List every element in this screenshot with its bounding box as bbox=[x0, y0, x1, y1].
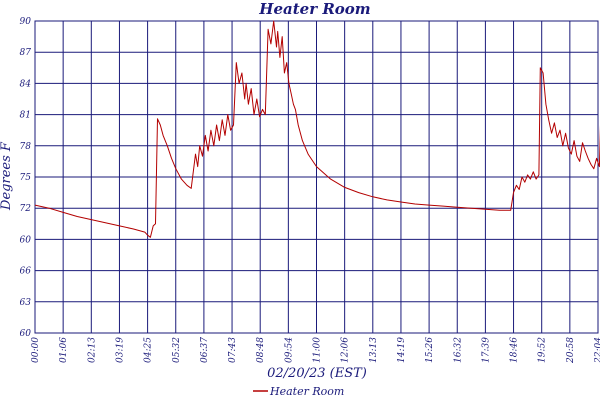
y-tick-label: 60 bbox=[20, 235, 32, 245]
x-tick-label: 17:39 bbox=[481, 337, 491, 363]
x-tick-label: 04:25 bbox=[144, 337, 154, 363]
y-tick-label: 87 bbox=[20, 48, 32, 58]
y-axis-ticks: 60 63 66 60 72 75 78 81 84 87 90 bbox=[20, 17, 32, 339]
x-tick-label: 06:37 bbox=[200, 337, 210, 363]
x-axis-title: 02/20/23 (EST) bbox=[267, 366, 367, 381]
y-tick-label: 60 bbox=[20, 329, 32, 339]
x-tick-label: 00:00 bbox=[31, 337, 41, 363]
x-tick-label: 20:58 bbox=[566, 337, 576, 364]
grid-lines bbox=[34, 20, 599, 334]
y-tick-label: 72 bbox=[20, 204, 32, 214]
x-tick-label: 03:19 bbox=[115, 337, 125, 363]
x-tick-label: 02:13 bbox=[87, 337, 97, 363]
y-tick-label: 63 bbox=[20, 298, 32, 308]
y-tick-label: 78 bbox=[20, 142, 32, 152]
series-line bbox=[34, 20, 600, 238]
x-tick-label: 08:48 bbox=[256, 337, 266, 363]
x-tick-label: 01:06 bbox=[59, 337, 69, 363]
x-tick-label: 11:00 bbox=[313, 337, 323, 363]
x-tick-label: 09:54 bbox=[284, 337, 294, 363]
y-tick-label: 81 bbox=[20, 111, 31, 121]
y-tick-label: 90 bbox=[20, 17, 32, 27]
chart-title: Heater Room bbox=[258, 0, 370, 18]
y-tick-label: 84 bbox=[20, 79, 32, 89]
x-tick-label: 18:46 bbox=[510, 337, 520, 363]
y-axis-title: Degrees F bbox=[0, 141, 14, 211]
x-tick-label: 07:43 bbox=[228, 337, 238, 363]
legend-label: Heater Room bbox=[269, 385, 344, 398]
x-tick-label: 13:13 bbox=[369, 337, 379, 363]
x-tick-label: 14:19 bbox=[397, 337, 407, 363]
x-tick-label: 12:06 bbox=[341, 337, 351, 363]
x-axis-ticks: 00:00 01:06 02:13 03:19 04:25 05:32 06:37 07:43… bbox=[31, 337, 600, 364]
x-tick-label: 15:26 bbox=[425, 337, 435, 363]
y-tick-label: 66 bbox=[20, 267, 32, 277]
x-tick-label: 05:32 bbox=[172, 337, 182, 363]
x-tick-label: 19:52 bbox=[538, 337, 548, 363]
x-tick-label: 16:32 bbox=[453, 337, 463, 363]
y-tick-label: 75 bbox=[20, 173, 32, 183]
x-tick-label: 22:04 bbox=[594, 337, 600, 364]
legend: Heater Room bbox=[253, 385, 344, 398]
series-line-heater-room bbox=[34, 20, 600, 238]
